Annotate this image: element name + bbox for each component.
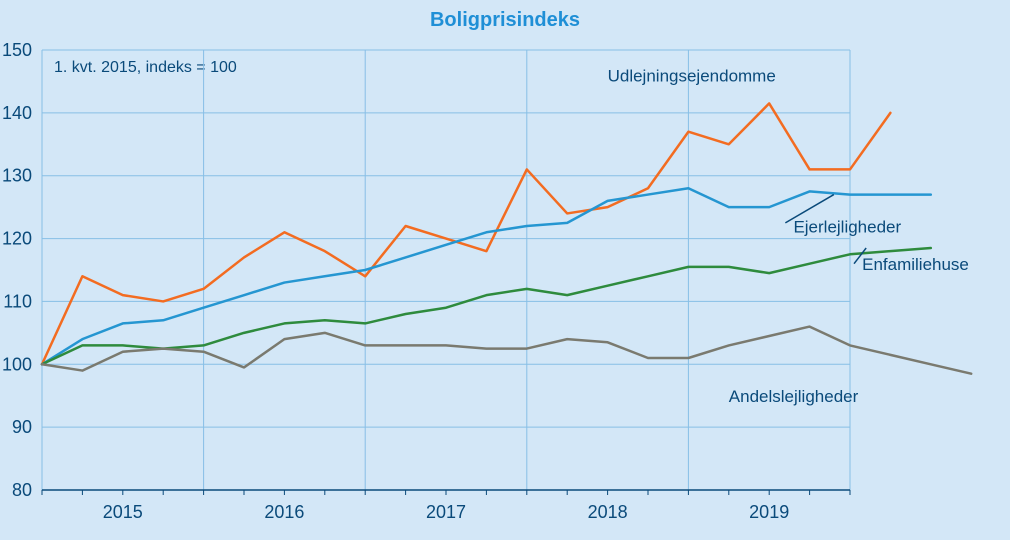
series-label: Udlejningsejendomme [608,66,776,85]
chart-subtitle: 1. kvt. 2015, indeks = 100 [54,59,237,76]
chart-background [0,0,1010,540]
series-label: Andelslejligheder [729,387,859,406]
y-tick-label: 80 [12,480,32,500]
chart-title: Boligprisindeks [430,9,580,31]
x-tick-label: 2016 [264,502,304,522]
x-tick-label: 2019 [749,502,789,522]
x-tick-label: 2015 [103,502,143,522]
chart-container: Boligprisindeks 1. kvt. 2015, indeks = 10… [0,0,1010,540]
x-tick-label: 2017 [426,502,466,522]
y-tick-label: 150 [2,40,32,60]
x-tick-label: 2018 [588,502,628,522]
series-label: Enfamiliehuse [862,255,969,274]
y-tick-label: 100 [2,354,32,374]
series-label: Ejerlejligheder [793,217,901,236]
y-tick-label: 110 [3,291,32,311]
y-tick-label: 120 [2,229,32,249]
y-tick-label: 90 [12,417,32,437]
y-tick-label: 140 [2,103,32,123]
y-tick-label: 130 [2,166,32,186]
